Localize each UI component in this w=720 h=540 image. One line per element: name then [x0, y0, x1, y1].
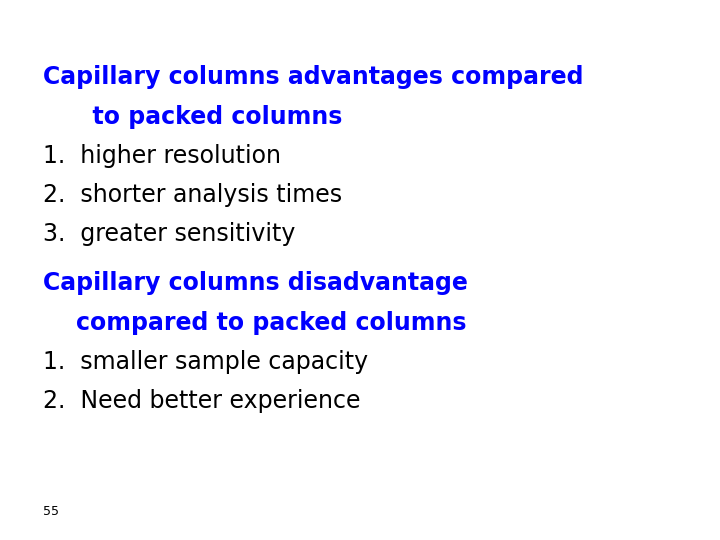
Text: 3.  greater sensitivity: 3. greater sensitivity: [43, 222, 296, 246]
Text: Capillary columns disadvantage: Capillary columns disadvantage: [43, 271, 468, 294]
Text: 2.  shorter analysis times: 2. shorter analysis times: [43, 183, 342, 207]
Text: 55: 55: [43, 505, 59, 518]
Text: 2.  Need better experience: 2. Need better experience: [43, 389, 361, 413]
Text: 1.  smaller sample capacity: 1. smaller sample capacity: [43, 350, 369, 374]
Text: to packed columns: to packed columns: [43, 105, 343, 129]
Text: compared to packed columns: compared to packed columns: [43, 311, 467, 335]
Text: 1.  higher resolution: 1. higher resolution: [43, 144, 282, 168]
Text: Capillary columns advantages compared: Capillary columns advantages compared: [43, 65, 584, 89]
